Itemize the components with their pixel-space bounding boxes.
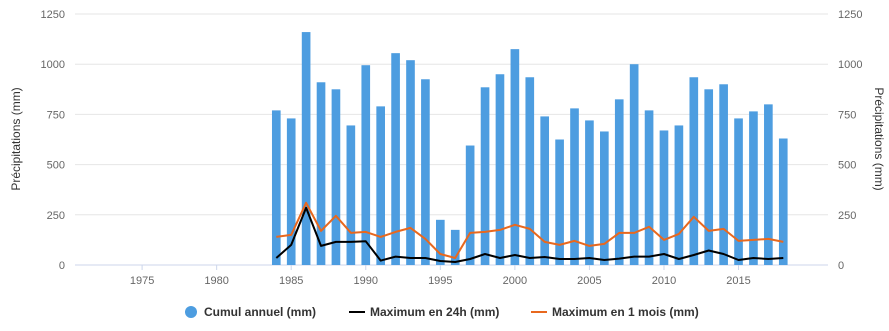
y-tick-label-right: 1000 [838,59,862,71]
legend: Cumul annuel (mm) Maximum en 24h (mm) Maxi… [185,305,699,319]
bar-cumul-annuel [778,138,788,265]
bar-cumul-annuel [421,79,430,265]
bar-cumul-annuel [361,65,371,265]
bar-cumul-annuel [480,87,490,266]
bar-cumul-annuel [600,131,609,265]
legend-item-3[interactable]: Maximum en 1 mois (mm) [531,305,699,319]
bar-cumul-annuel [271,110,281,265]
x-tick-label: 1975 [130,275,154,287]
series-lines [275,201,784,263]
x-tick-label: 2000 [503,275,527,287]
bars-cumul-annuel [271,32,788,266]
bar-cumul-annuel [465,145,475,265]
y-tick-label-right: 750 [838,109,856,121]
line-max-1-mois [276,201,784,259]
legend-label: Cumul annuel (mm) [204,305,316,319]
y-tick-label-left: 500 [47,160,65,172]
legend-symbol-circle [185,306,197,318]
y-tick-label-left: 250 [47,210,65,222]
y-axis-title-right: Précipitations (mm) [872,87,886,190]
bar-cumul-annuel [391,53,400,265]
legend-label: Maximum en 24h (mm) [370,305,499,319]
bar-cumul-annuel [570,108,579,265]
y-axis-title-left: Précipitations (mm) [9,87,23,190]
y-tick-label-right: 250 [838,210,856,222]
grid-lines [75,13,828,266]
bar-cumul-annuel [435,219,445,265]
bar-cumul-annuel [764,104,773,265]
x-tick-label: 1980 [204,275,228,287]
bar-cumul-annuel [704,89,714,265]
bar-cumul-annuel [301,32,311,266]
bar-cumul-annuel [525,77,535,265]
bar-cumul-annuel [585,120,594,265]
bar-cumul-annuel [540,116,550,266]
bar-cumul-annuel [376,106,385,265]
bar-cumul-annuel [510,49,520,265]
bar-cumul-annuel [450,229,460,265]
y-tick-label-right: 0 [838,260,844,272]
x-tick-label: 2005 [577,275,601,287]
bar-cumul-annuel [734,118,743,265]
x-tick-label: 1990 [354,275,378,287]
bar-cumul-annuel [286,118,296,265]
y-axis-right: 0 250 500 750 1000 1250 [838,9,862,272]
y-tick-label-left: 750 [47,109,65,121]
bar-cumul-annuel [346,125,356,265]
x-tick-label: 2015 [726,275,750,287]
bar-cumul-annuel [495,74,505,266]
x-axis: 1975 1980 1985 1990 1995 2000 2005 2010 2015 [130,265,751,287]
bar-cumul-annuel [316,82,326,265]
bar-cumul-annuel [614,99,624,265]
bar-cumul-annuel [629,64,639,265]
legend-item-1[interactable]: Cumul annuel (mm) [185,305,316,319]
legend-item-2[interactable]: Maximum en 24h (mm) [349,305,499,319]
legend-label: Maximum en 1 mois (mm) [552,305,699,319]
x-tick-label: 1995 [428,275,452,287]
bar-cumul-annuel [659,130,669,265]
bar-cumul-annuel [719,84,728,265]
y-tick-label-left: 1000 [41,59,65,71]
y-tick-label-left: 0 [59,260,65,272]
bar-cumul-annuel [749,111,758,265]
y-tick-label-right: 1250 [838,9,862,21]
y-tick-label-left: 1250 [41,9,65,21]
x-tick-label: 2010 [652,275,676,287]
y-axis-left: 0 250 500 750 1000 1250 [41,9,65,272]
y-tick-label-right: 500 [838,160,856,172]
bar-cumul-annuel [689,77,699,265]
line-max-24h [275,206,784,263]
bar-cumul-annuel [555,139,564,265]
bar-cumul-annuel [674,125,684,265]
bar-cumul-annuel [331,89,341,265]
bar-cumul-annuel [644,110,654,265]
bar-cumul-annuel [406,60,415,266]
x-tick-label: 1985 [279,275,303,287]
